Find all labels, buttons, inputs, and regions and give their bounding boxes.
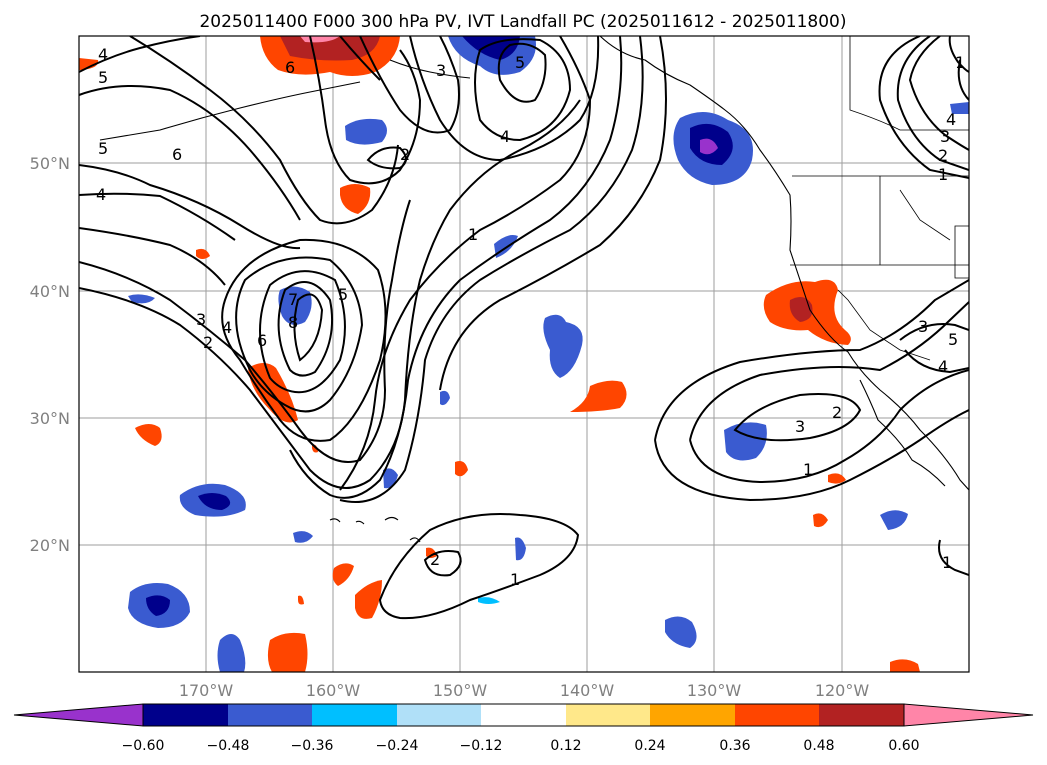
contour-label: 2 xyxy=(832,403,842,422)
contour-label: 1 xyxy=(468,225,478,244)
map-title: 2025011400 F000 300 hPa PV, IVT Landfall… xyxy=(199,12,846,32)
colorbar-tick-label: −0.12 xyxy=(460,738,503,754)
lon-label: 120°W xyxy=(815,681,870,700)
map-area: 4 5 5 6 4 3 5 2 4 6 1 5 7 8 6 4 3 2 1 4 … xyxy=(79,36,969,672)
colorbar-bin xyxy=(312,704,397,726)
colorbar-tick-label: 0.12 xyxy=(550,738,581,754)
pos-blob-gulf xyxy=(340,184,371,214)
contour-label: 5 xyxy=(948,330,958,349)
contour-label: 5 xyxy=(98,139,108,158)
colorbar-upper-extend xyxy=(903,703,1034,727)
coastlines xyxy=(99,36,969,543)
map-frame xyxy=(78,35,970,673)
latitude-labels: 50°N 40°N 30°N 20°N xyxy=(30,154,70,555)
colorbar-tick-label: −0.36 xyxy=(291,738,334,754)
colorbar-bin xyxy=(143,704,228,726)
colorbar-tick-label: 0.48 xyxy=(803,738,834,754)
contour-label: 2 xyxy=(938,146,948,165)
colorbar-ticks: −0.60 −0.48 −0.36 −0.24 −0.12 0.12 0.24 … xyxy=(122,738,920,754)
lon-label: 150°W xyxy=(433,681,488,700)
contour-label: 2 xyxy=(203,333,213,352)
colorbar-tick-label: −0.24 xyxy=(376,738,419,754)
contour-labels: 4 5 5 6 4 3 5 2 4 6 1 5 7 8 6 4 3 2 1 4 … xyxy=(96,45,965,589)
contour-label: 4 xyxy=(500,127,510,146)
colorbar-tick-label: 0.36 xyxy=(719,738,750,754)
contour-label: 4 xyxy=(98,45,108,64)
contour-label: 4 xyxy=(96,185,106,204)
colorbar-bin xyxy=(650,704,735,726)
negative-pc-fields xyxy=(128,36,969,672)
colorbar-tick-label: 0.60 xyxy=(888,738,919,754)
colorbar-tick-label: −0.60 xyxy=(122,738,165,754)
pos-blob-central xyxy=(570,380,627,412)
colorbar: −0.60 −0.48 −0.36 −0.24 −0.12 0.12 0.24 … xyxy=(13,703,1034,754)
colorbar-bin xyxy=(228,704,312,726)
contour-label: 4 xyxy=(938,357,948,376)
contour-label: 5 xyxy=(98,68,108,87)
lon-label: 160°W xyxy=(306,681,361,700)
contour-label: 1 xyxy=(510,570,520,589)
contour-label: 8 xyxy=(288,313,298,332)
contour-label: 2 xyxy=(400,145,410,164)
contour-label: 1 xyxy=(803,460,813,479)
contour-label: 2 xyxy=(430,550,440,569)
contour-label: 3 xyxy=(436,61,446,80)
contour-label: 3 xyxy=(196,310,206,329)
contour-label: 1 xyxy=(942,553,952,572)
colorbar-bin xyxy=(481,704,566,726)
colorbar-bin xyxy=(735,704,819,726)
longitude-labels: 170°W 160°W 150°W 140°W 130°W 120°W xyxy=(179,681,870,700)
contour-label: 4 xyxy=(946,110,956,129)
colorbar-bin xyxy=(566,704,650,726)
contour-label: 3 xyxy=(940,127,950,146)
lon-label: 130°W xyxy=(687,681,742,700)
contour-label: 5 xyxy=(515,53,525,72)
neg-blob-north-pacific xyxy=(345,118,387,145)
colorbar-lower-extend xyxy=(13,703,144,727)
colorbar-tick-label: 0.24 xyxy=(634,738,665,754)
contour-label: 6 xyxy=(285,58,295,77)
contour-label: 5 xyxy=(338,285,348,304)
neg-blob-central xyxy=(543,314,583,378)
contour-label: 6 xyxy=(172,145,182,164)
lon-label: 140°W xyxy=(560,681,615,700)
contour-label: 3 xyxy=(918,317,928,336)
contour-label: 1 xyxy=(938,165,948,184)
lon-label: 170°W xyxy=(179,681,234,700)
lat-label: 30°N xyxy=(30,409,70,428)
contour-label: 6 xyxy=(257,331,267,350)
contour-label: 4 xyxy=(222,318,232,337)
colorbar-bin xyxy=(397,704,481,726)
neg-blob-subtropical xyxy=(724,422,767,461)
lat-label: 50°N xyxy=(30,154,70,173)
colorbar-bin xyxy=(819,704,904,726)
lat-label: 20°N xyxy=(30,536,70,555)
contour-label: 7 xyxy=(288,290,298,309)
contour-label: 3 xyxy=(795,417,805,436)
pv-contours xyxy=(79,36,969,620)
gridlines xyxy=(79,36,969,672)
lat-label: 40°N xyxy=(30,282,70,301)
colorbar-tick-label: −0.48 xyxy=(207,738,250,754)
contour-label: 1 xyxy=(955,53,965,72)
